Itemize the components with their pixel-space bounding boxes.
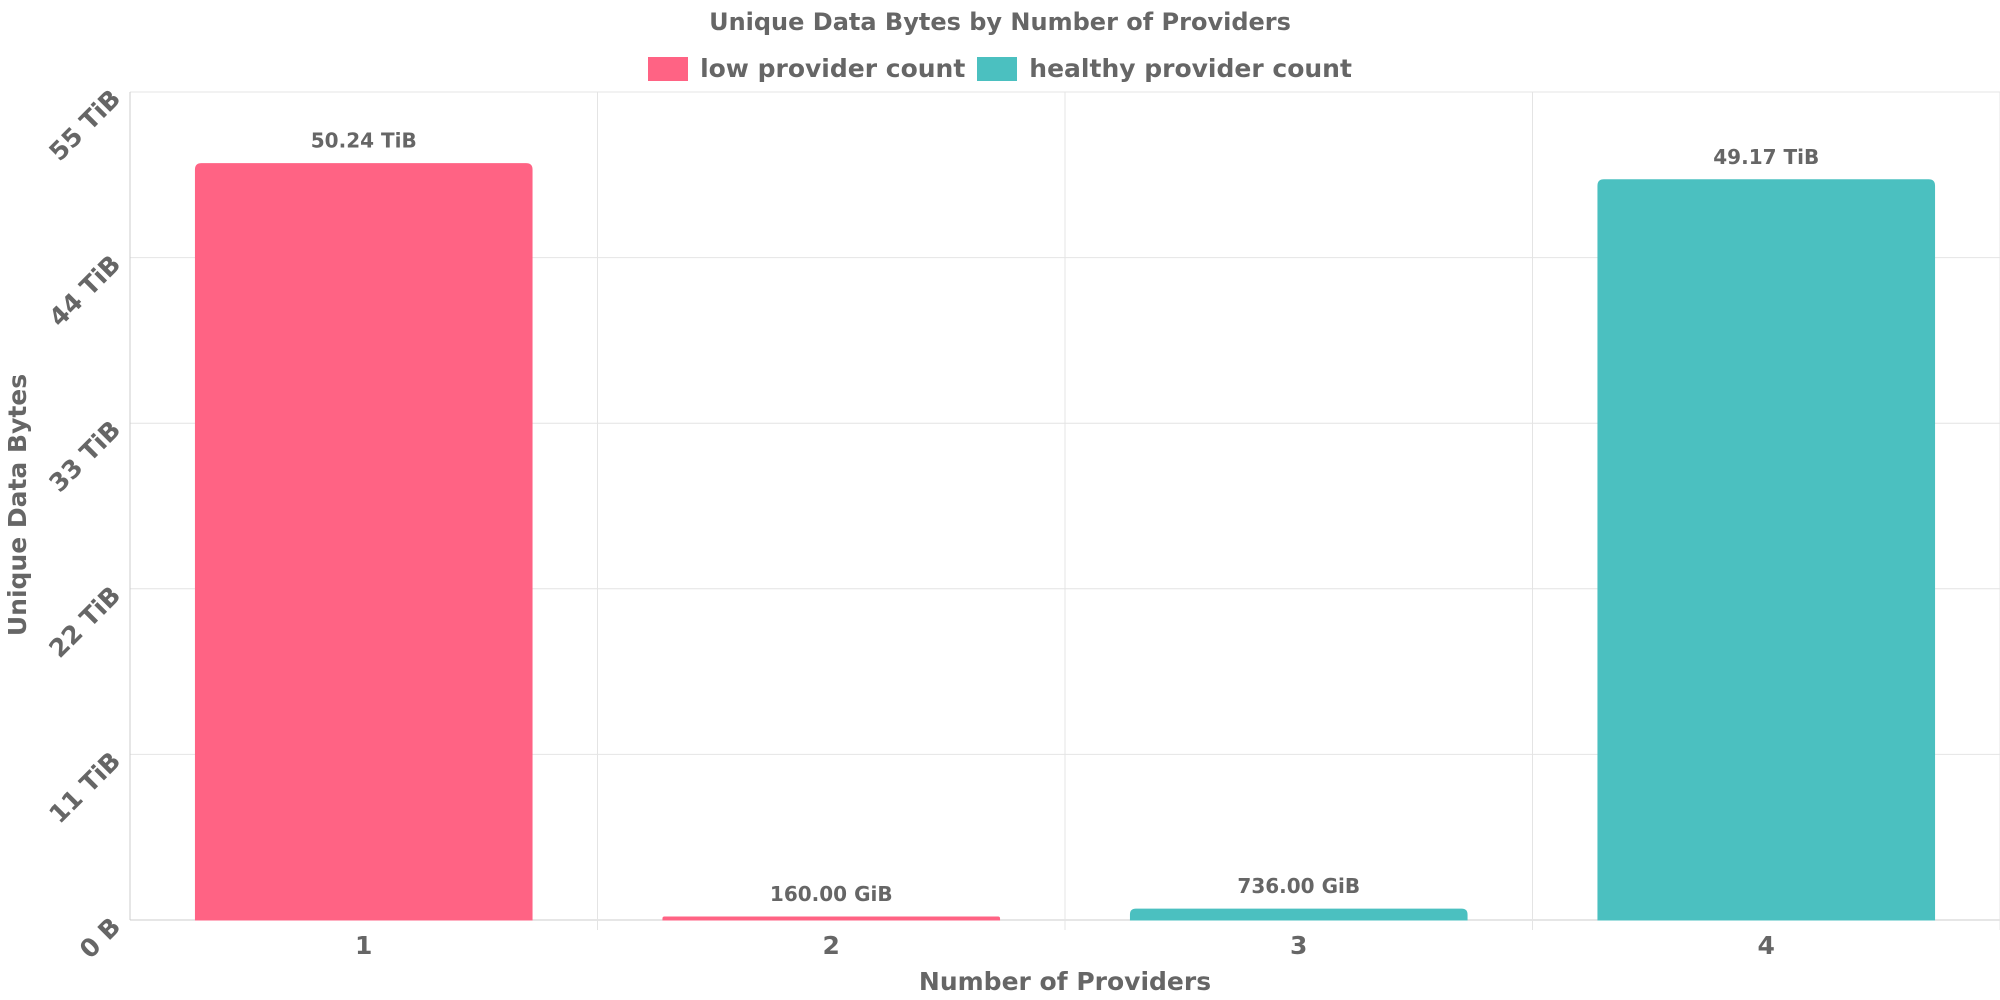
y-tick-label: 22 TiB	[43, 581, 126, 664]
x-tick-label: 2	[823, 931, 840, 960]
x-tick-label: 3	[1290, 931, 1307, 960]
x-tick-label: 4	[1758, 931, 1775, 960]
y-tick-label: 55 TiB	[43, 84, 126, 167]
legend: low provider count healthy provider coun…	[0, 54, 2000, 83]
bar[interactable]	[194, 163, 533, 921]
bar[interactable]	[1597, 179, 1936, 921]
legend-swatch-healthy	[977, 56, 1018, 81]
x-tick-label: 1	[355, 931, 372, 960]
data-label: 736.00 GiB	[1237, 874, 1360, 898]
y-tick-label: 44 TiB	[43, 249, 126, 332]
data-label: 160.00 GiB	[770, 882, 893, 906]
data-label: 50.24 TiB	[311, 129, 417, 153]
y-axis-title: Unique Data Bytes	[3, 374, 32, 636]
y-tick-label: 33 TiB	[43, 415, 126, 498]
bar[interactable]	[662, 916, 1001, 921]
bars-layer	[194, 163, 1936, 921]
legend-item-low[interactable]: low provider count	[648, 54, 965, 83]
x-axis-title: Number of Providers	[919, 967, 1211, 996]
legend-label-low: low provider count	[700, 54, 966, 83]
bar[interactable]	[1129, 908, 1468, 921]
y-tick-label: 0 B	[74, 912, 126, 964]
chart-title: Unique Data Bytes by Number of Providers	[709, 8, 1291, 36]
legend-swatch-low	[648, 56, 689, 81]
y-tick-label: 11 TiB	[43, 746, 126, 829]
data-label: 49.17 TiB	[1713, 145, 1819, 169]
legend-label-healthy: healthy provider count	[1029, 54, 1352, 83]
legend-item-healthy[interactable]: healthy provider count	[977, 54, 1352, 83]
